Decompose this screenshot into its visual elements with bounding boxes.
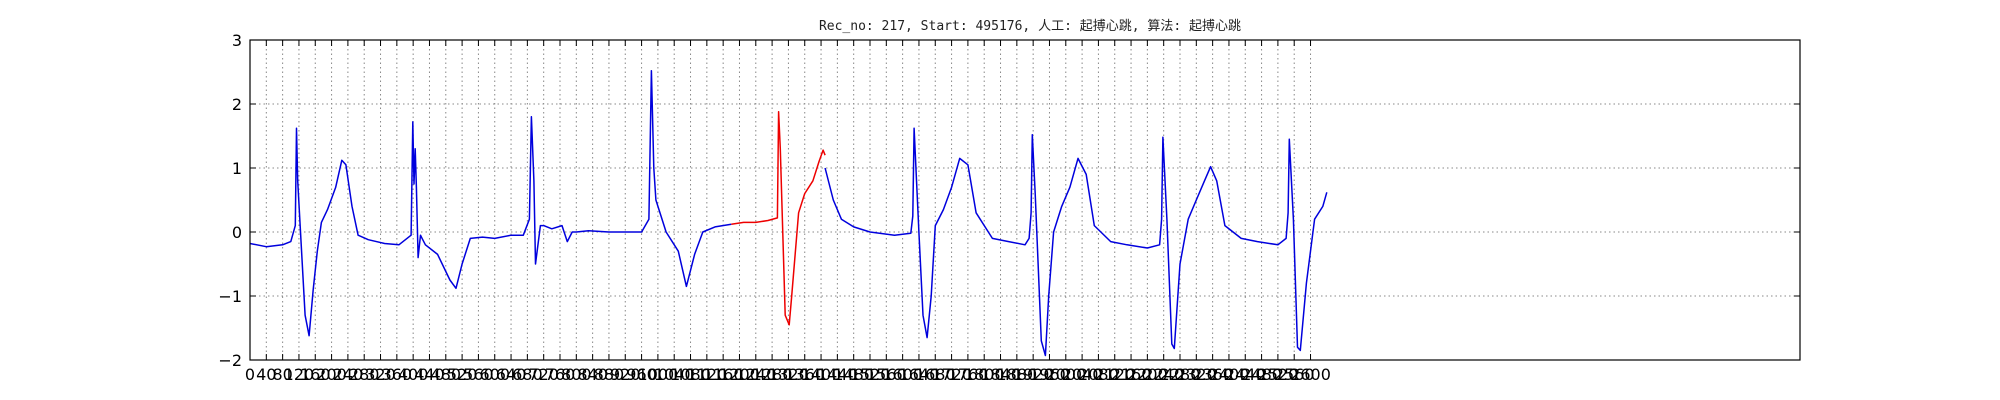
x-tick-label: 2520	[1258, 365, 1299, 384]
x-tick-label: 1440	[817, 365, 858, 384]
x-tick-label: 920	[610, 365, 641, 384]
x-tick-label: 880	[594, 365, 625, 384]
ecg-series-before	[249, 69, 732, 337]
x-tick-label: 1640	[899, 365, 940, 384]
x-tick-label: 800	[561, 365, 592, 384]
x-tick-label: 200	[316, 365, 347, 384]
x-tick-label: 1920	[1013, 365, 1054, 384]
x-tick-label: 1400	[801, 365, 842, 384]
x-tick-label: 2400	[1209, 365, 1250, 384]
x-tick-label: 2320	[1176, 365, 1217, 384]
x-tick-label: 1000	[638, 365, 679, 384]
x-tick-label: 640	[496, 365, 527, 384]
x-tick-label: 1800	[964, 365, 1005, 384]
x-tick-label: 2560	[1274, 365, 1315, 384]
x-axis-tick-labels: 0 408012016020024028032036040044048052056…	[245, 365, 1331, 384]
x-tick-label: 2120	[1094, 365, 1135, 384]
x-tick-label: 840	[577, 365, 608, 384]
x-tick-label: 2360	[1192, 365, 1233, 384]
x-tick-label: 2280	[1160, 365, 1201, 384]
x-tick-label: 1160	[703, 365, 744, 384]
y-tick-label: 2	[232, 95, 242, 114]
x-tick-label: 1600	[882, 365, 923, 384]
x-tick-label: 160	[300, 365, 331, 384]
x-tick-label: 120	[284, 365, 315, 384]
x-tick-label: 680	[512, 365, 543, 384]
ecg-series-marked-beat	[731, 110, 826, 326]
chart-title: Rec_no: 217, Start: 495176, 人工: 起搏心跳, 算法…	[819, 18, 1241, 34]
x-tick-label: 440	[414, 365, 445, 384]
x-tick-label: 360	[382, 365, 413, 384]
x-tick-label: 480	[431, 365, 462, 384]
x-tick-label: 320	[365, 365, 396, 384]
x-tick-label: 2040	[1062, 365, 1103, 384]
x-tick-label: 2000	[1045, 365, 1086, 384]
x-tick-label: 960	[626, 365, 657, 384]
x-tick-label: 1680	[915, 365, 956, 384]
y-tick-label: −1	[218, 287, 242, 306]
x-tick-label: 1880	[996, 365, 1037, 384]
x-tick-label: 1360	[784, 365, 825, 384]
plot-area	[249, 69, 1328, 357]
y-tick-label: 0	[232, 223, 242, 242]
x-tick-label: 1520	[850, 365, 891, 384]
x-tick-label: 2480	[1241, 365, 1282, 384]
x-tick-label: 2440	[1225, 365, 1266, 384]
y-tick-label: 1	[232, 159, 242, 178]
x-tick-label: 2200	[1127, 365, 1168, 384]
x-tick-label: 2080	[1078, 365, 1119, 384]
x-tick-label: 280	[349, 365, 380, 384]
x-tick-label: 1200	[719, 365, 760, 384]
x-tick-label: 1280	[752, 365, 793, 384]
x-tick-label: 720	[528, 365, 559, 384]
x-tick-label: 1760	[948, 365, 989, 384]
x-tick-label: 1120	[686, 365, 727, 384]
x-tick-label: 1560	[866, 365, 907, 384]
x-tick-label: 2160	[1111, 365, 1152, 384]
x-tick-label: 1040	[654, 365, 695, 384]
x-tick-label: 1960	[1029, 365, 1070, 384]
x-tick-label: 1320	[768, 365, 809, 384]
x-tick-label: 1080	[670, 365, 711, 384]
x-tick-label: 600	[479, 365, 510, 384]
x-tick-label: 560	[463, 365, 494, 384]
x-tick-label: 760	[545, 365, 576, 384]
x-tick-label: 1720	[931, 365, 972, 384]
x-tick-label: 0	[245, 365, 255, 384]
x-tick-label: 2240	[1143, 365, 1184, 384]
y-tick-label: 3	[232, 31, 242, 50]
x-tick-label: 400	[398, 365, 429, 384]
axis-ticks	[249, 39, 1800, 361]
x-tick-label: 1480	[833, 365, 874, 384]
grid	[249, 39, 1800, 361]
axes-frame	[249, 39, 1801, 361]
x-tick-label: 80	[272, 365, 292, 384]
x-tick-label: 240	[333, 365, 364, 384]
x-tick-label: 520	[447, 365, 478, 384]
x-tick-label: 1240	[735, 365, 776, 384]
x-tick-label: 2600	[1290, 365, 1331, 384]
y-tick-label: −2	[218, 351, 242, 370]
x-tick-label: 40	[256, 365, 276, 384]
x-tick-label: 1840	[980, 365, 1021, 384]
y-axis-tick-labels: −2 −1 0 1 2 3	[218, 31, 242, 370]
ecg-series-after	[824, 127, 1328, 357]
